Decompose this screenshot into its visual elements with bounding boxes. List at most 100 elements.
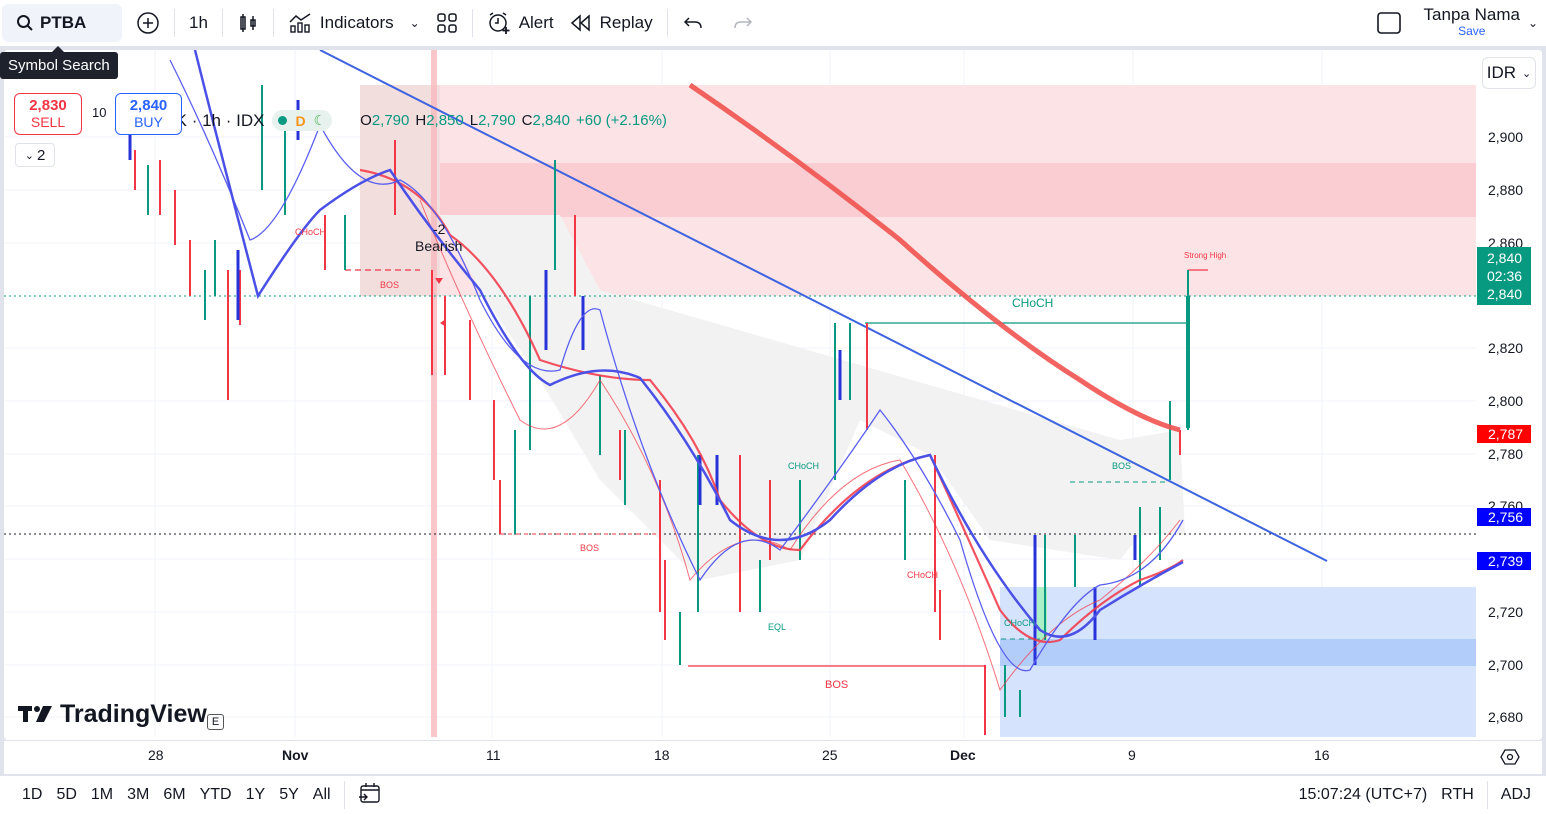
svg-text:CHoCH: CHoCH: [1004, 618, 1035, 628]
last-price-label: 2,840 02:36 2,840: [1477, 247, 1531, 305]
currency-label: IDR: [1486, 63, 1517, 82]
layout-menu-dropdown[interactable]: ⌄: [1526, 4, 1546, 42]
svg-text:2,820: 2,820: [1488, 340, 1523, 356]
indicators-collapse-button[interactable]: ⌄ 2: [15, 143, 55, 167]
sell-button[interactable]: 2,830 SELL: [14, 93, 82, 135]
range-3m[interactable]: 3M: [127, 786, 150, 803]
bottom-toolbar: 1D 5D 1M 3M 6M YTD 1Y 5Y All 15:07:24 (U…: [0, 776, 1546, 814]
time-axis[interactable]: 28 Nov 11 18 25 Dec 9 16: [4, 740, 1542, 774]
divider: [471, 9, 473, 37]
demand-zone-inner: [1000, 639, 1476, 666]
buy-button[interactable]: 2,840 BUY: [115, 93, 182, 135]
bar-countdown: 02:36: [1487, 268, 1523, 284]
ema-long: [688, 82, 1181, 433]
replay-label: Replay: [599, 13, 653, 32]
divider: [1486, 781, 1488, 809]
range-5y[interactable]: 5Y: [279, 786, 299, 803]
svg-text:2,700: 2,700: [1488, 657, 1523, 673]
layout-name: Tanpa Nama: [1423, 5, 1520, 24]
replay-button[interactable]: Replay: [562, 4, 661, 42]
chart-panel[interactable]: CHoCH BOS BOS CHoCH EQL BOS CHoCH CHoCH …: [4, 50, 1542, 740]
clock-timezone[interactable]: 15:07:24 (UTC+7): [1298, 786, 1428, 803]
trend-line: [319, 50, 1328, 562]
range-5d[interactable]: 5D: [56, 786, 77, 803]
layout-toggle-button[interactable]: [1368, 4, 1410, 42]
go-to-date-button[interactable]: [351, 782, 389, 809]
delayed-badge: D: [295, 112, 306, 129]
redo-button[interactable]: [724, 4, 762, 42]
quantity-value[interactable]: 10: [92, 105, 107, 120]
candlesticks: [128, 85, 1190, 735]
session-highlight: [431, 50, 437, 740]
svg-text:2,780: 2,780: [1488, 446, 1523, 462]
range-all[interactable]: All: [312, 786, 331, 803]
ema-mid: [359, 168, 1184, 644]
alert-label: Alert: [518, 13, 554, 32]
plus-circle-icon: [137, 12, 159, 34]
chart-type-button[interactable]: [229, 4, 267, 42]
svg-text:BOS: BOS: [825, 679, 848, 691]
svg-text:Strong High: Strong High: [1184, 251, 1226, 260]
svg-text:2,880: 2,880: [1488, 182, 1523, 198]
svg-text:BOS: BOS: [1112, 461, 1131, 471]
chevron-down-icon: ⌄: [1522, 67, 1532, 80]
symbol-search-button[interactable]: PTBA: [2, 4, 122, 42]
ema-cloud: [440, 215, 1185, 580]
adjustment-button[interactable]: ADJ: [1500, 786, 1531, 803]
price-chart[interactable]: CHoCH BOS BOS CHoCH EQL BOS CHoCH CHoCH …: [4, 50, 1542, 740]
search-icon: [17, 15, 33, 31]
indicators-icon: [289, 13, 311, 33]
ma-slow: [193, 50, 1184, 638]
svg-text:-2: -2: [433, 221, 446, 237]
save-link[interactable]: Save: [1458, 24, 1486, 38]
svg-text:BOS: BOS: [380, 280, 399, 290]
chart-annotations: CHoCH BOS BOS CHoCH EQL BOS CHoCH CHoCH …: [295, 221, 1226, 691]
divider: [174, 9, 175, 37]
redo-icon: [733, 17, 752, 29]
ma-price-label-2: 2,739: [1477, 552, 1531, 570]
symbol-name: PTBA: [40, 13, 87, 32]
marker-arrow-icon: [440, 319, 446, 327]
range-1y[interactable]: 1Y: [245, 786, 266, 803]
svg-text:Bearish: Bearish: [415, 238, 462, 254]
range-1m[interactable]: 1M: [90, 786, 114, 803]
divider: [221, 9, 223, 37]
interval-button[interactable]: 1h: [189, 13, 208, 32]
currency-select[interactable]: IDR ⌄: [1482, 57, 1536, 89]
ohlc-values: O2,790 H2,850 L2,790 C2,840 +60 (+2.16%): [360, 112, 667, 129]
ema-price-label: 2,787: [1477, 425, 1531, 443]
divider: [666, 9, 668, 37]
range-ytd[interactable]: YTD: [199, 786, 232, 803]
session-button[interactable]: RTH: [1441, 786, 1474, 803]
supply-zone-inner: [360, 163, 1476, 217]
top-toolbar: PTBA 1h Indicators ⌄ Alert Replay Tanpa …: [0, 0, 1546, 46]
indicators-label: Indicators: [319, 13, 394, 32]
svg-text:CHoCH: CHoCH: [295, 227, 326, 237]
indicators-button[interactable]: Indicators: [280, 4, 402, 42]
layout-name-button[interactable]: Tanpa Nama Save: [1423, 5, 1520, 39]
symbol-search-tooltip: Symbol Search: [0, 46, 118, 79]
svg-text:2,720: 2,720: [1488, 604, 1523, 620]
divider: [343, 781, 345, 809]
alert-button[interactable]: Alert: [479, 4, 562, 42]
svg-text:BOS: BOS: [580, 543, 599, 553]
svg-text:CHoCH: CHoCH: [1012, 296, 1053, 310]
chevron-down-icon: ⌄: [24, 149, 34, 162]
svg-text:CHoCH: CHoCH: [788, 461, 819, 471]
tv-logo-icon: [18, 706, 52, 722]
moon-icon: ☾: [313, 112, 327, 128]
chevron-down-icon: ⌄: [1527, 16, 1538, 30]
indicators-dropdown[interactable]: ⌄: [402, 4, 428, 42]
range-6m[interactable]: 6M: [163, 786, 186, 803]
svg-text:2,800: 2,800: [1488, 393, 1523, 409]
grid-icon: [436, 13, 457, 33]
undo-icon: [683, 17, 702, 29]
compare-symbol-button[interactable]: [128, 4, 168, 42]
svg-text:CHoCH: CHoCH: [907, 570, 938, 580]
tradingview-logo[interactable]: TradingView E: [18, 698, 225, 730]
settings-icon[interactable]: [1500, 747, 1520, 767]
templates-button[interactable]: [428, 4, 466, 42]
alarm-clock-icon: [488, 12, 510, 34]
range-1d[interactable]: 1D: [22, 786, 43, 803]
undo-button[interactable]: [674, 4, 712, 42]
